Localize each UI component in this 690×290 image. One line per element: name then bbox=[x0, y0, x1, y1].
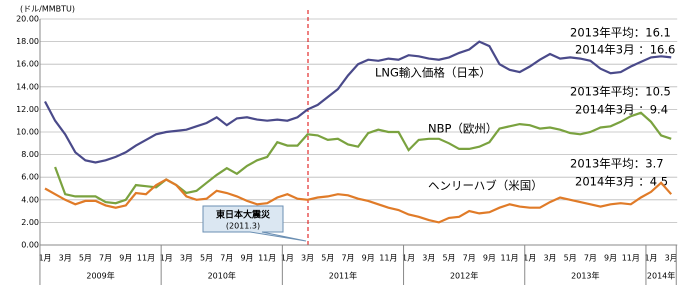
x-tick-label: 5月 bbox=[321, 254, 334, 263]
x-tick-label: 3月 bbox=[59, 254, 72, 263]
x-tick-label: 9月 bbox=[119, 254, 132, 263]
y-tick-label: 0.00 bbox=[21, 241, 39, 250]
year-label: 2013年 bbox=[571, 271, 599, 281]
x-tick-label: 1月 bbox=[523, 254, 536, 263]
x-tick-label: 1月 bbox=[160, 254, 173, 263]
x-tick-label: 3月 bbox=[665, 254, 678, 263]
note: 2014年3月 ：16.6 bbox=[575, 43, 675, 57]
x-tick-label: 7月 bbox=[220, 254, 233, 263]
series-line bbox=[54, 111, 672, 205]
x-tick-label: 3月 bbox=[543, 254, 556, 263]
y-tick-label: 20.00 bbox=[16, 15, 39, 24]
x-tick-label: 9月 bbox=[604, 254, 617, 263]
x-tick-label: 11月 bbox=[137, 254, 155, 263]
y-tick-label: 10.00 bbox=[16, 128, 39, 137]
note: 2014年3月 ：9.4 bbox=[575, 103, 668, 117]
year-label: 2011年 bbox=[329, 271, 357, 281]
x-tick-label: 5月 bbox=[442, 254, 455, 263]
x-tick-label: 7月 bbox=[463, 254, 476, 263]
x-tick-label: 11月 bbox=[501, 254, 519, 263]
note: 2013年平均：3.7 bbox=[570, 157, 664, 171]
y-tick-label: 2.00 bbox=[21, 218, 39, 227]
unit-label: (ドル/MMBTU) bbox=[20, 5, 75, 14]
note: 2014年3月 ：4.5 bbox=[575, 175, 668, 189]
series-line bbox=[44, 40, 672, 164]
x-tick-label: 7月 bbox=[584, 254, 597, 263]
event-date: (2011.3) bbox=[226, 222, 260, 231]
note: 2013年平均：16.1 bbox=[570, 26, 671, 40]
series-label: LNG輸入価格（日本） bbox=[375, 66, 491, 80]
y-tick-label: 14.00 bbox=[16, 82, 39, 91]
x-tick-label: 9月 bbox=[483, 254, 496, 263]
y-tick-label: 8.00 bbox=[21, 150, 39, 159]
x-tick-label: 5月 bbox=[200, 254, 213, 263]
x-tick-label: 9月 bbox=[362, 254, 375, 263]
y-tick-label: 12.00 bbox=[16, 105, 39, 114]
x-tick-label: 5月 bbox=[564, 254, 577, 263]
x-tick-label: 9月 bbox=[240, 254, 253, 263]
x-tick-label: 3月 bbox=[180, 254, 193, 263]
series-label: ヘンリーハブ（米国） bbox=[428, 179, 543, 193]
x-tick-label: 3月 bbox=[301, 254, 314, 263]
x-tick-label: 1月 bbox=[402, 254, 415, 263]
x-tick-label: 5月 bbox=[79, 254, 92, 263]
x-tick-label: 11月 bbox=[622, 254, 640, 263]
year-label: 2010年 bbox=[208, 271, 236, 281]
x-tick-label: 1月 bbox=[644, 254, 657, 263]
y-tick-label: 18.00 bbox=[16, 37, 39, 46]
year-label: 2012年 bbox=[450, 271, 478, 281]
x-tick-label: 7月 bbox=[99, 254, 112, 263]
y-tick-label: 6.00 bbox=[21, 173, 39, 182]
x-tick-label: 7月 bbox=[341, 254, 354, 263]
y-tick-label: 16.00 bbox=[16, 60, 39, 69]
x-tick-label: 11月 bbox=[379, 254, 397, 263]
x-tick-label: 3月 bbox=[422, 254, 435, 263]
note: 2013年平均：10.5 bbox=[570, 85, 671, 99]
year-label: 2009年 bbox=[86, 271, 114, 281]
callout-box bbox=[202, 205, 307, 242]
x-tick-label: 1月 bbox=[281, 254, 294, 263]
event-title: 東日本大震災 bbox=[216, 209, 271, 221]
x-tick-label: 1月 bbox=[38, 254, 51, 263]
y-tick-label: 4.00 bbox=[21, 195, 39, 204]
series-label: NBP（欧州） bbox=[428, 122, 497, 136]
year-label: 2014年 bbox=[647, 271, 675, 281]
series-line bbox=[44, 178, 673, 224]
x-tick-label: 11月 bbox=[258, 254, 276, 263]
event-callout: 東日本大震災 (2011.3) bbox=[202, 205, 307, 242]
